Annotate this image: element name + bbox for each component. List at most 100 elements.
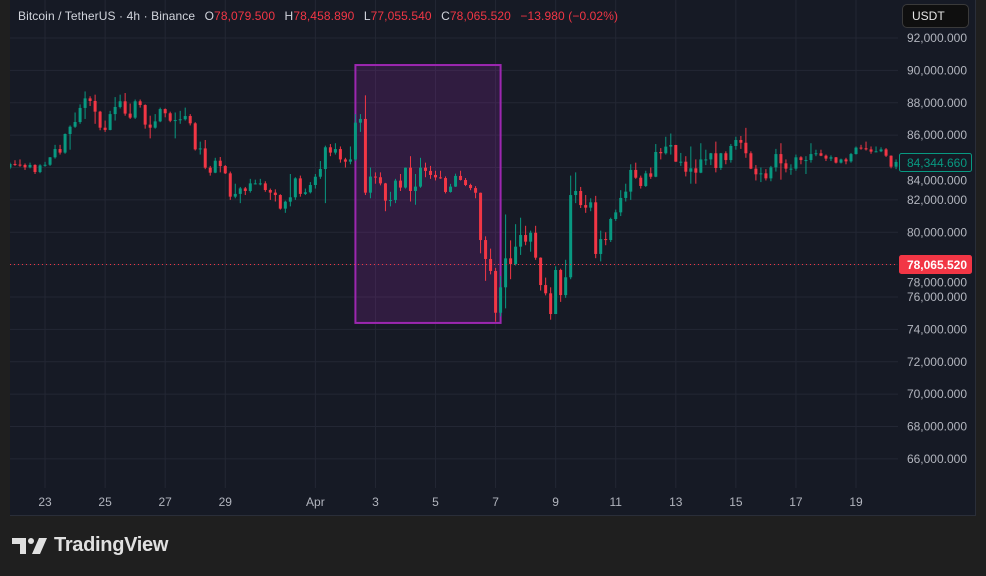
candle-body	[153, 121, 157, 128]
candle-body	[213, 160, 217, 173]
candle-body	[228, 173, 232, 197]
candle-body	[839, 159, 843, 163]
x-tick-label: 3	[372, 495, 379, 509]
candle-body	[599, 239, 603, 254]
candle-body	[23, 164, 27, 168]
candle-body	[464, 179, 468, 185]
candle	[258, 178, 262, 186]
candle-body	[749, 153, 753, 169]
candle	[403, 167, 407, 189]
candle-body	[789, 168, 793, 170]
candle	[844, 157, 848, 165]
candle	[323, 145, 327, 204]
candle-body	[303, 192, 307, 194]
candle	[669, 133, 673, 155]
candle-body	[393, 180, 397, 201]
candle	[879, 147, 883, 153]
candle	[53, 144, 57, 159]
candle-body	[574, 190, 578, 196]
chart-panel[interactable]	[10, 0, 976, 516]
candle	[348, 146, 352, 165]
currency-button[interactable]: USDT	[902, 4, 969, 28]
candle-body	[138, 101, 142, 106]
candle-body	[594, 202, 598, 254]
candle-body	[188, 116, 192, 124]
candle-body	[203, 148, 207, 168]
last-price-label: 78,065.520	[899, 255, 972, 274]
candle	[248, 178, 252, 193]
rectangle-drawing[interactable]	[354, 64, 502, 324]
x-tick-label: 9	[552, 495, 559, 509]
candle	[609, 217, 613, 242]
candle-body	[333, 149, 337, 153]
candle	[874, 146, 878, 153]
candle-body	[338, 149, 342, 160]
candle-body	[744, 142, 748, 154]
candle	[378, 172, 382, 186]
candle-body	[378, 177, 382, 184]
candle-body	[113, 106, 117, 115]
candle-body	[589, 202, 593, 208]
x-tick-label: 17	[789, 495, 803, 509]
candle	[859, 144, 863, 150]
candle-body	[704, 159, 708, 161]
candle	[388, 191, 392, 207]
candle-body	[398, 180, 402, 188]
tradingview-logo[interactable]: TradingView	[12, 534, 168, 557]
candle-body	[709, 153, 713, 160]
candle-body	[78, 107, 82, 123]
candle	[418, 157, 422, 188]
candle-body	[353, 122, 357, 160]
candle-body	[539, 257, 543, 286]
candle-body	[133, 101, 137, 118]
x-tick-label: 19	[849, 495, 863, 509]
candle-body	[313, 176, 317, 185]
candle-body	[434, 174, 438, 178]
candle	[113, 97, 117, 121]
candle-body	[509, 258, 513, 265]
candle	[569, 175, 573, 280]
candle-body	[418, 167, 422, 187]
low-value: 77,055.540	[370, 9, 432, 23]
candle	[173, 112, 177, 139]
candle	[73, 112, 77, 128]
candle	[38, 164, 42, 174]
candle	[218, 156, 222, 173]
candle	[584, 195, 588, 213]
candle	[864, 141, 868, 151]
y-tick-label: 78,000.000	[907, 276, 967, 290]
y-tick-label: 86,000.000	[907, 128, 967, 142]
candle-body	[98, 111, 102, 128]
candle-body	[629, 169, 633, 192]
candle-body	[423, 167, 427, 171]
candlestick-chart[interactable]: 78,065.520 84,344.660 92,000.000 90,000.00…	[0, 0, 986, 516]
symbol-title[interactable]: Bitcoin / TetherUS · 4h · Binance	[18, 9, 196, 23]
candle	[509, 240, 513, 280]
x-tick-label: Apr	[306, 495, 325, 509]
candle	[358, 114, 362, 132]
price-axis[interactable]: 92,000.000 90,000.000 88,000.000 86,000.000…	[907, 31, 967, 466]
candle-body	[263, 183, 267, 191]
candle	[744, 127, 748, 158]
candle	[534, 225, 538, 260]
candle-body	[238, 188, 242, 194]
candle-body	[584, 205, 588, 208]
brand-name: TradingView	[54, 534, 169, 556]
candle	[494, 267, 498, 322]
candle	[43, 161, 47, 167]
candle-body	[784, 163, 788, 169]
candle-body	[278, 195, 282, 209]
candle	[849, 152, 853, 163]
candle	[869, 146, 873, 154]
candle	[163, 108, 167, 118]
candle	[749, 151, 753, 170]
candle-body	[689, 168, 693, 172]
candle-body	[624, 191, 628, 198]
candle-body	[564, 277, 568, 296]
candle	[814, 149, 818, 157]
candle-body	[93, 100, 97, 112]
candle	[499, 275, 503, 317]
candle-body	[674, 145, 678, 162]
time-axis[interactable]: 23 25 27 29 Apr 3 5 7 9 11 13 15 17 19	[38, 495, 863, 509]
candle-body	[459, 175, 463, 180]
